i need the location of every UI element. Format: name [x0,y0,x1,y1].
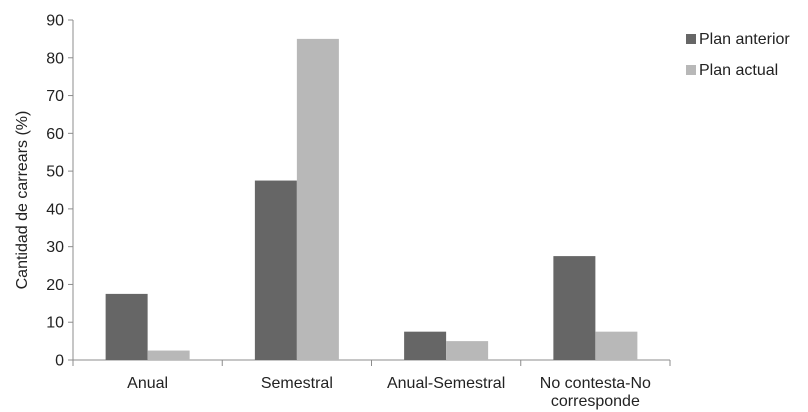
y-tick-label: 80 [46,50,64,67]
bars [105,38,638,361]
y-tick-label: 50 [46,164,64,181]
y-tick-label: 10 [46,315,64,332]
y-tick-label: 40 [46,201,64,218]
legend: Plan anterior Plan actual [686,31,790,79]
bar-plan-actual [595,331,638,360]
bar-plan-anterior [254,180,297,360]
x-tick-label-line: corresponde [551,393,640,410]
x-tick-label: Semestral [261,375,333,392]
legend-swatch [686,34,696,44]
y-tick-label: 0 [55,353,64,370]
x-tick-label-line: Semestral [261,375,333,392]
bar-plan-anterior [404,331,447,360]
bar-plan-anterior [553,256,596,360]
x-tick-label: Anual [127,375,168,392]
bar-plan-actual [446,341,489,360]
y-axis-title: Cantidad de carrears (%) [14,111,31,290]
y-tick-label: 20 [46,277,64,294]
legend-label: Plan actual [699,62,778,79]
x-tick-label-line: Anual-Semestral [387,375,505,392]
x-tick-label: No contesta-No corresponde [540,375,651,410]
y-tick-label: 90 [46,13,64,30]
x-tick-label-line: Anual [127,375,168,392]
y-tick-label: 60 [46,126,64,143]
x-tick-label: Anual-Semestral [387,375,505,392]
x-tick-label-line: No contesta-No [540,375,651,392]
bar-plan-anterior [105,293,148,360]
bar-plan-actual [296,38,339,361]
legend-swatch [686,65,696,75]
bar-plan-actual [147,350,190,360]
y-tick-label: 30 [46,239,64,256]
legend-label: Plan anterior [699,31,790,48]
x-axis: Anual Semestral Anual-Semestral No contesta… [72,359,671,410]
y-axis: 0 10 20 30 40 50 60 70 80 90 [46,13,74,370]
y-tick-label: 70 [46,88,64,105]
